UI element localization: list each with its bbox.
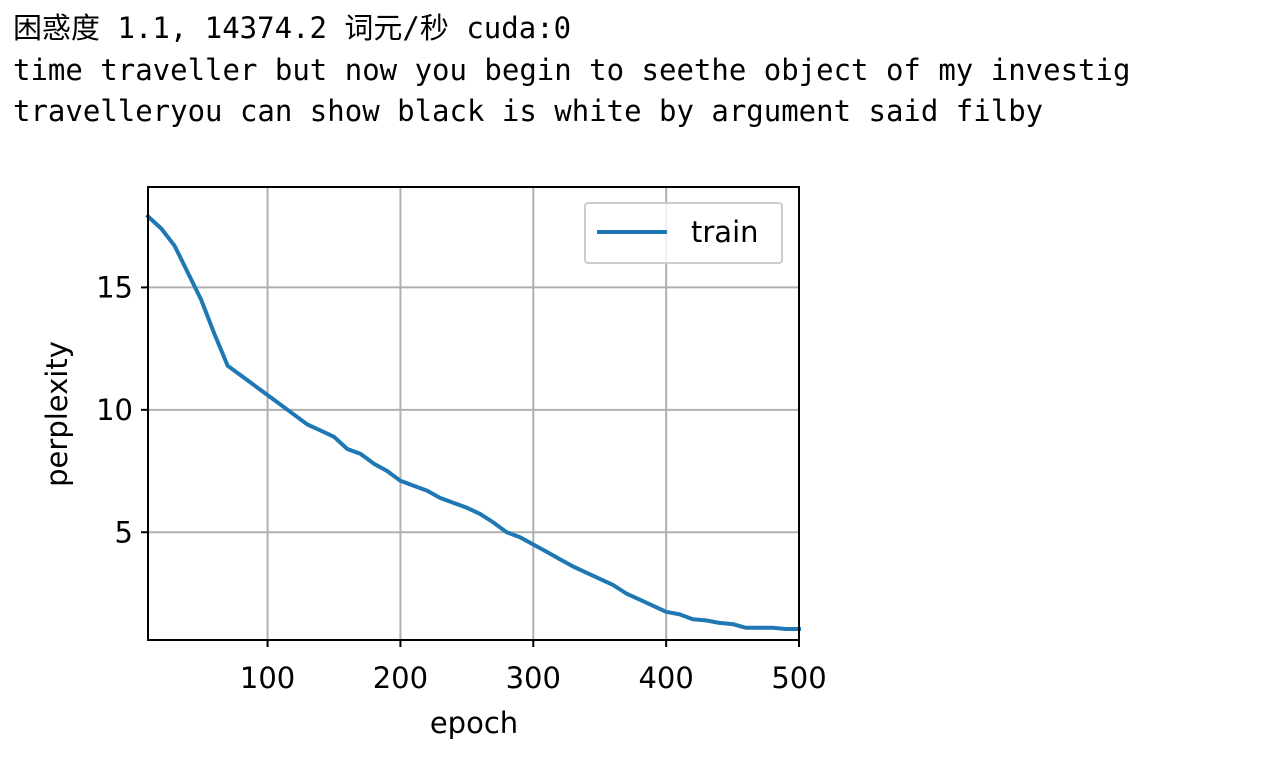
axes-frame	[147, 186, 800, 641]
x-tick-label: 200	[373, 661, 428, 695]
y-axis-label: perplexity	[40, 341, 74, 487]
legend-label-train: train	[691, 215, 759, 249]
y-tick-label: 15	[96, 270, 133, 304]
x-tick-label: 400	[638, 661, 693, 695]
plot-frame	[147, 186, 800, 641]
output-line-3: travelleryou can show black is white by …	[13, 94, 1044, 128]
ticks: 100 200 300 400 500 5 10 15	[96, 270, 827, 695]
x-tick-label: 500	[771, 661, 826, 695]
legend: train	[584, 202, 783, 264]
x-tick-label: 300	[506, 661, 561, 695]
series-line-train	[145, 213, 801, 631]
x-axis-label: epoch	[430, 706, 518, 740]
x-tick-label: 100	[240, 661, 295, 695]
y-tick-label: 5	[115, 515, 133, 549]
y-tick-label: 10	[96, 393, 133, 427]
legend-box	[584, 202, 783, 264]
series-layer	[145, 213, 801, 631]
output-line-2: time traveller but now you begin to seet…	[13, 53, 1131, 87]
output-line-1: 困惑度 1.1, 14374.2 词元/秒 cuda:0	[13, 11, 572, 45]
